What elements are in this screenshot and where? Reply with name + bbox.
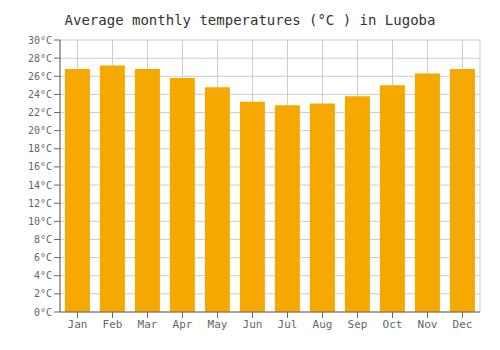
svg-text:Jun: Jun bbox=[243, 318, 263, 331]
svg-text:Dec: Dec bbox=[453, 318, 473, 331]
svg-text:18°C: 18°C bbox=[28, 143, 52, 154]
svg-text:2°C: 2°C bbox=[34, 288, 52, 299]
svg-text:16°C: 16°C bbox=[28, 161, 52, 172]
svg-text:28°C: 28°C bbox=[28, 53, 52, 64]
svg-text:Oct: Oct bbox=[383, 318, 403, 331]
svg-text:22°C: 22°C bbox=[28, 107, 52, 118]
svg-text:Jul: Jul bbox=[278, 318, 298, 331]
svg-text:24°C: 24°C bbox=[28, 89, 52, 100]
svg-text:Feb: Feb bbox=[103, 318, 123, 331]
svg-text:Sep: Sep bbox=[348, 318, 368, 331]
svg-text:Jan: Jan bbox=[68, 318, 88, 331]
svg-text:20°C: 20°C bbox=[28, 125, 52, 136]
svg-text:10°C: 10°C bbox=[28, 216, 52, 227]
svg-text:6°C: 6°C bbox=[34, 252, 52, 263]
svg-text:12°C: 12°C bbox=[28, 198, 52, 209]
svg-text:Apr: Apr bbox=[173, 318, 193, 331]
svg-text:0°C: 0°C bbox=[34, 307, 52, 318]
svg-text:Nov: Nov bbox=[418, 318, 438, 331]
svg-text:4°C: 4°C bbox=[34, 270, 52, 281]
svg-text:Mar: Mar bbox=[138, 318, 158, 331]
svg-text:14°C: 14°C bbox=[28, 180, 52, 191]
html-text:Average monthly temperatures (: Average monthly temperatures (°C ) in Lu… bbox=[64, 12, 436, 28]
svg-text:30°C: 30°C bbox=[28, 35, 52, 46]
svg-text:26°C: 26°C bbox=[28, 71, 52, 82]
svg-text:8°C: 8°C bbox=[34, 234, 52, 245]
svg-text:Aug: Aug bbox=[313, 318, 333, 331]
svg-text:May: May bbox=[208, 318, 228, 331]
